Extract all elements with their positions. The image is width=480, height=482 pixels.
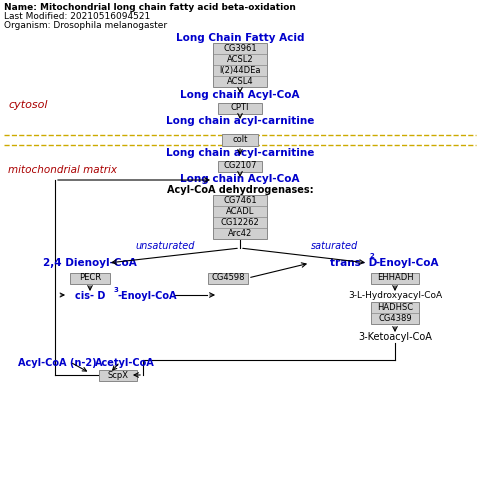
Text: 3-Ketoacyl-CoA: 3-Ketoacyl-CoA: [358, 332, 432, 342]
Text: ACSL4: ACSL4: [227, 77, 253, 86]
Text: -Enoyl-CoA: -Enoyl-CoA: [118, 291, 178, 301]
Text: mitochondrial matrix: mitochondrial matrix: [8, 165, 117, 175]
Text: CG4389: CG4389: [378, 314, 412, 323]
Text: cytosol: cytosol: [8, 100, 48, 110]
Text: EHHADH: EHHADH: [377, 273, 413, 282]
FancyBboxPatch shape: [371, 302, 419, 324]
FancyBboxPatch shape: [213, 43, 267, 87]
Text: 3: 3: [114, 287, 119, 293]
Text: Long chain Acyl-CoA: Long chain Acyl-CoA: [180, 90, 300, 100]
Text: PECR: PECR: [79, 273, 101, 282]
Text: Name: Mitochondrial long chain fatty acid beta-oxidation: Name: Mitochondrial long chain fatty aci…: [4, 3, 296, 12]
Text: CG7461: CG7461: [223, 196, 257, 205]
Text: 2,4 Dienoyl-CoA: 2,4 Dienoyl-CoA: [43, 258, 137, 268]
Text: Last Modified: 20210516094521: Last Modified: 20210516094521: [4, 12, 150, 21]
FancyBboxPatch shape: [222, 134, 258, 146]
Text: 3-L-Hydroxyacyl-CoA: 3-L-Hydroxyacyl-CoA: [348, 291, 442, 300]
Text: CG2107: CG2107: [223, 161, 257, 171]
Text: Acyl-CoA (n-2): Acyl-CoA (n-2): [18, 358, 96, 368]
Text: Arc42: Arc42: [228, 229, 252, 238]
Text: Long chain acyl-carnitine: Long chain acyl-carnitine: [166, 116, 314, 126]
Text: ScpX: ScpX: [108, 371, 129, 379]
Text: l(2)44DEa: l(2)44DEa: [219, 66, 261, 75]
Text: ACADL: ACADL: [226, 207, 254, 216]
FancyBboxPatch shape: [218, 161, 262, 172]
FancyBboxPatch shape: [70, 272, 110, 283]
Text: unsaturated: unsaturated: [135, 241, 195, 251]
Text: Acyl-CoA dehydrogenases:: Acyl-CoA dehydrogenases:: [167, 185, 313, 195]
Text: ACSL2: ACSL2: [227, 55, 253, 64]
Text: HADHSC: HADHSC: [377, 303, 413, 312]
Text: Organism: Drosophila melanogaster: Organism: Drosophila melanogaster: [4, 21, 167, 30]
FancyBboxPatch shape: [218, 103, 262, 113]
Text: saturated: saturated: [312, 241, 359, 251]
Text: trans- D: trans- D: [330, 258, 377, 268]
Text: 2: 2: [370, 253, 375, 259]
Text: Long chain Acyl-CoA: Long chain Acyl-CoA: [180, 174, 300, 184]
FancyBboxPatch shape: [371, 272, 419, 283]
Text: CG4598: CG4598: [211, 273, 245, 282]
FancyBboxPatch shape: [208, 272, 248, 283]
Text: -Enoyl-CoA: -Enoyl-CoA: [375, 258, 439, 268]
Text: CPTI: CPTI: [231, 104, 249, 112]
Text: colt: colt: [232, 135, 248, 145]
Text: cis- D: cis- D: [75, 291, 105, 301]
Text: CG3961: CG3961: [223, 44, 257, 53]
Text: CG12262: CG12262: [221, 218, 259, 227]
FancyBboxPatch shape: [99, 370, 137, 380]
Text: Long Chain Fatty Acid: Long Chain Fatty Acid: [176, 33, 304, 43]
Text: Long chain acyl-carnitine: Long chain acyl-carnitine: [166, 148, 314, 158]
Text: Acetyl-CoA: Acetyl-CoA: [95, 358, 155, 368]
FancyBboxPatch shape: [213, 195, 267, 239]
